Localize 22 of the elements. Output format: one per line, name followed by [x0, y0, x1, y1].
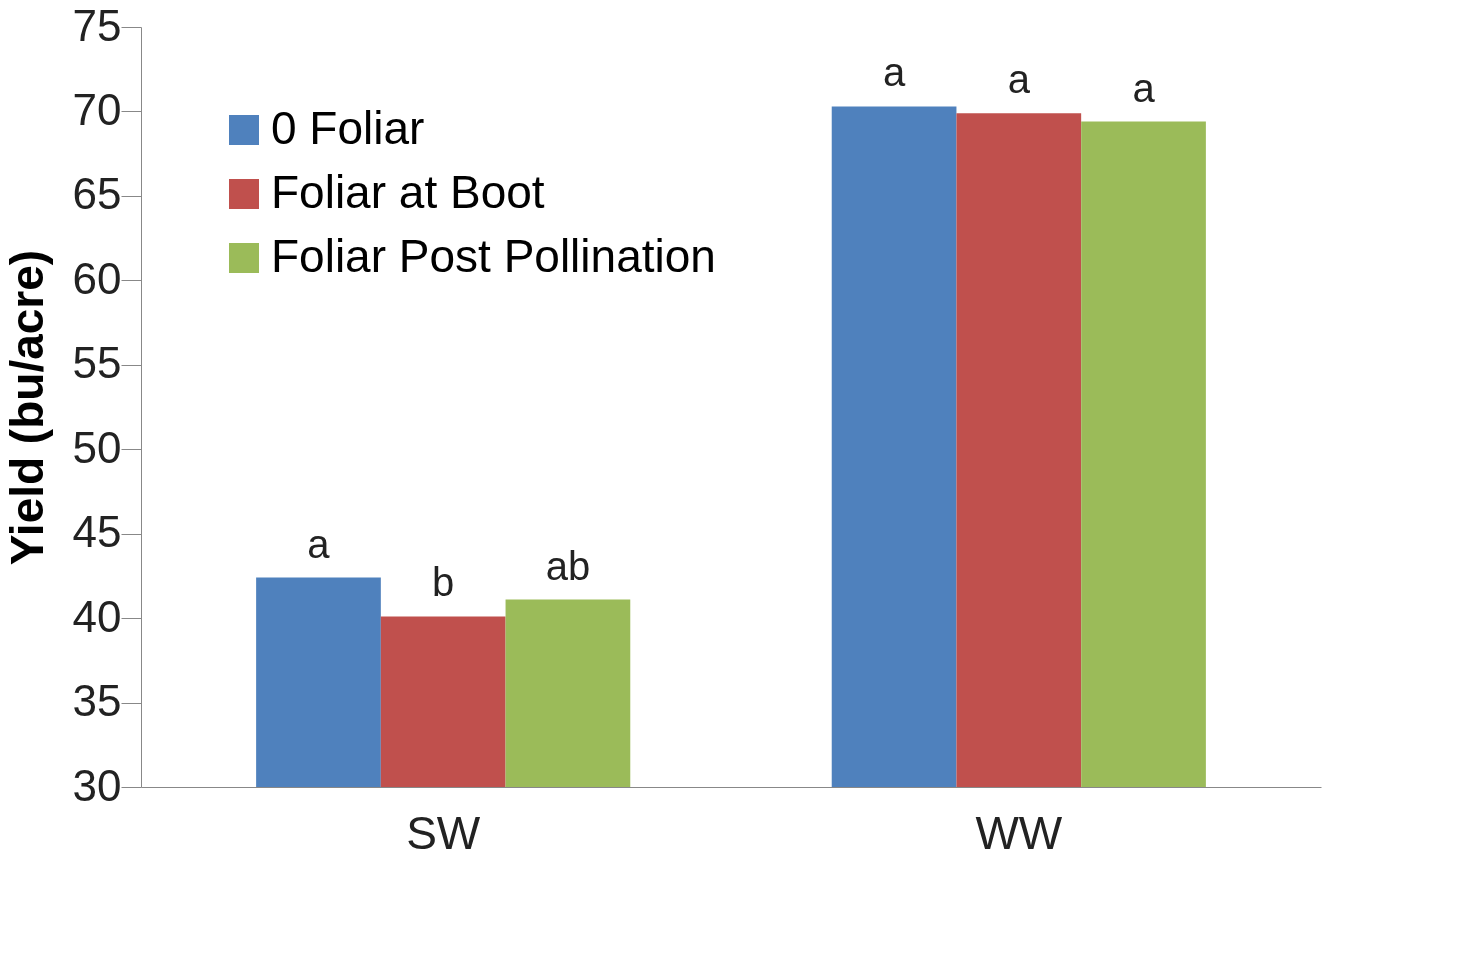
y-tick-label: 75	[72, 0, 122, 50]
y-tick-label: 65	[72, 169, 122, 219]
data-label: b	[432, 560, 455, 605]
y-tick-label: 30	[72, 760, 122, 810]
data-label: a	[307, 521, 331, 566]
legend-label: 0 Foliar	[271, 102, 425, 154]
data-label: a	[1007, 57, 1031, 102]
y-tick-label: 70	[72, 84, 122, 134]
x-tick-label: WW	[975, 806, 1063, 859]
y-tick-label: 35	[72, 676, 122, 726]
data-label: a	[1132, 65, 1156, 110]
legend-label: Foliar Post Pollination	[271, 230, 716, 282]
y-tick-label: 50	[72, 422, 122, 472]
y-tick-label: 55	[72, 338, 122, 388]
legend-label: Foliar at Boot	[271, 166, 545, 218]
data-label: a	[882, 50, 906, 95]
x-tick-label: SW	[406, 806, 481, 859]
y-tick-label: 60	[72, 253, 122, 303]
y-tick-label: 40	[72, 591, 122, 641]
y-axis-title: Yield (bu/acre)	[0, 249, 53, 566]
data-label: ab	[545, 543, 591, 588]
y-tick-label: 45	[72, 507, 122, 557]
